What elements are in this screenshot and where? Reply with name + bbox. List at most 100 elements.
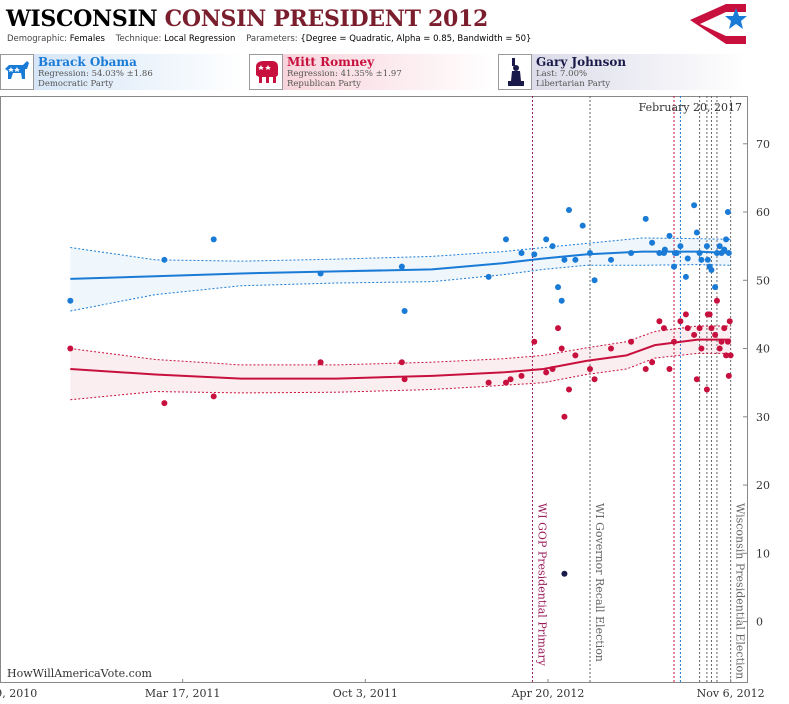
page-title: WISCONSIN CONSIN PRESIDENT 2012	[6, 6, 488, 32]
poll-point	[684, 325, 691, 332]
event-label: WI GOP Presidential Primary	[535, 503, 548, 667]
candidate-stat: Regression: 41.35% ±1.97	[287, 69, 402, 79]
candidate-card-romney[interactable]: Mitt Romney Regression: 41.35% ±1.97 Rep…	[249, 54, 494, 90]
poll-point	[579, 222, 586, 229]
poll-point	[531, 251, 538, 258]
candidate-card-obama[interactable]: Barack Obama Regression: 54.03% ±1.86 De…	[0, 54, 245, 90]
poll-point	[210, 393, 217, 400]
poll-point	[518, 249, 525, 256]
poll-point	[572, 256, 579, 263]
poll-point	[502, 379, 509, 386]
poll-point	[703, 386, 710, 393]
poll-point	[712, 331, 719, 338]
poll-point	[684, 255, 691, 262]
candidate-card-johnson[interactable]: Gary Johnson Last: 7.00% Libertarian Par…	[498, 54, 748, 90]
confidence-lower	[70, 352, 731, 401]
poll-point	[649, 239, 656, 246]
poll-point	[502, 236, 509, 243]
y-tick-label: 60	[756, 206, 770, 219]
confidence-upper	[70, 237, 731, 262]
poll-point	[693, 376, 700, 383]
candidate-party: Republican Party	[287, 79, 361, 89]
poll-point	[677, 318, 684, 325]
candidate-party: Libertarian Party	[536, 79, 611, 89]
candidate-name: Mitt Romney	[287, 55, 375, 69]
poll-point	[161, 400, 168, 407]
poll-point	[703, 243, 710, 250]
poll-point	[572, 352, 579, 359]
parameters-label: Parameters:	[246, 34, 298, 44]
demographic-label: Demographic:	[7, 34, 68, 44]
poll-point	[586, 249, 593, 256]
poll-point	[721, 246, 728, 253]
y-tick-label: 70	[756, 138, 770, 151]
poll-point	[401, 308, 408, 315]
poll-point	[716, 243, 723, 250]
poll-point	[696, 249, 703, 256]
poll-point	[518, 372, 525, 379]
poll-point	[549, 366, 556, 373]
poll-point	[706, 311, 713, 318]
y-tick-label: 30	[756, 411, 770, 424]
poll-point	[543, 236, 550, 243]
poll-point	[507, 376, 514, 383]
site-watermark: HowWillAmericaVote.com	[7, 667, 152, 680]
poll-point	[666, 232, 673, 239]
y-tick-label: 0	[756, 616, 763, 629]
poll-point	[531, 338, 538, 345]
poll-point	[656, 318, 663, 325]
poll-point	[682, 273, 689, 280]
candidate-name: Barack Obama	[38, 55, 137, 69]
y-tick-label: 20	[756, 479, 770, 492]
poll-point	[696, 325, 703, 332]
parameters-line: Demographic: Females Technique: Local Re…	[7, 34, 531, 44]
poll-point	[656, 249, 663, 256]
x-tick-label: Apr 20, 2012	[511, 687, 585, 700]
poll-point	[691, 331, 698, 338]
poll-point	[485, 273, 492, 280]
y-tick-label: 10	[756, 547, 770, 560]
poll-point	[642, 215, 649, 222]
poll-point	[712, 284, 719, 291]
poll-point	[671, 263, 678, 270]
liberty-statue-icon	[498, 54, 532, 90]
technique-label: Technique:	[115, 34, 162, 44]
poll-point	[561, 413, 568, 420]
poll-point	[673, 249, 680, 256]
x-tick-label: Mar 17, 2011	[145, 687, 221, 700]
site-logo-icon[interactable]	[686, 2, 750, 48]
poll-point	[642, 366, 649, 373]
poll-point	[724, 338, 731, 345]
poll-point	[708, 325, 715, 332]
confidence-lower	[70, 264, 731, 312]
elephant-icon	[249, 54, 283, 90]
title-state: WISCONSIN	[6, 6, 158, 32]
chart-date-label: February 20, 2017	[639, 101, 742, 114]
poll-point	[565, 206, 572, 213]
demographic-value: Females	[69, 34, 105, 44]
poll-point	[718, 338, 725, 345]
poll-point	[693, 229, 700, 236]
poll-point	[698, 256, 705, 263]
y-tick-label: 50	[756, 274, 770, 287]
poll-point	[565, 386, 572, 393]
poll-point	[660, 325, 667, 332]
poll-point	[628, 338, 635, 345]
poll-point	[317, 270, 324, 277]
y-tick-label: 40	[756, 343, 770, 356]
poll-point	[671, 338, 678, 345]
poll-point	[558, 345, 565, 352]
poll-point	[401, 376, 408, 383]
candidate-stat: Last: 7.00%	[536, 69, 588, 79]
poll-point	[708, 267, 715, 274]
poll-point	[691, 202, 698, 209]
poll-point	[561, 256, 568, 263]
poll-point	[726, 318, 733, 325]
poll-point	[723, 236, 730, 243]
poll-point	[485, 379, 492, 386]
trend-line	[70, 338, 731, 380]
poll-point	[591, 376, 598, 383]
poll-point	[725, 249, 732, 256]
poll-point	[649, 359, 656, 366]
